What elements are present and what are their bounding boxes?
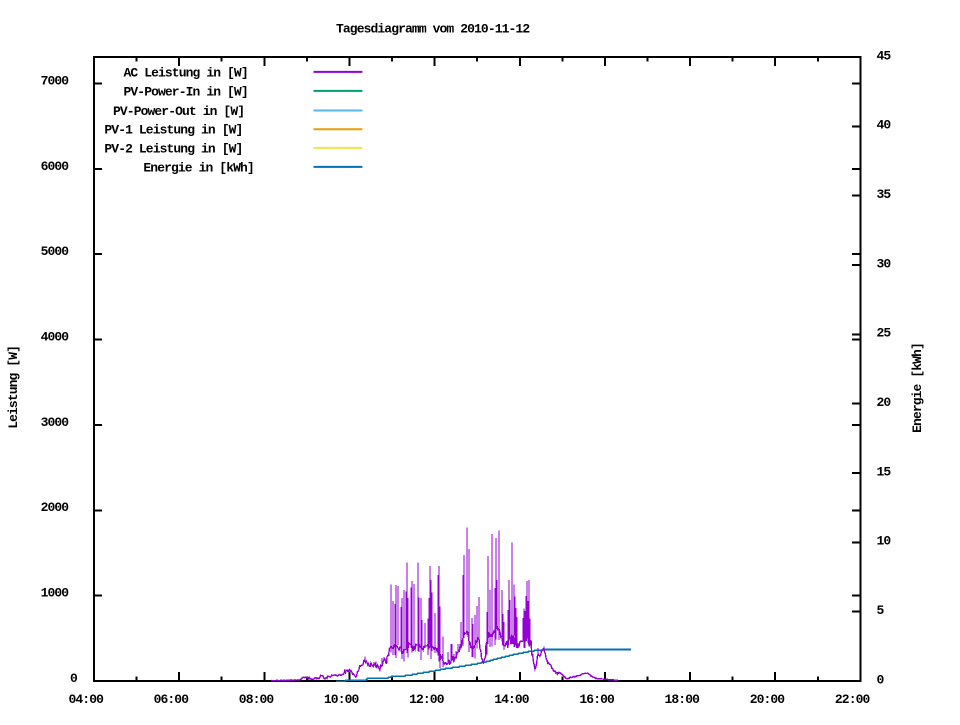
svg-text:14:00: 14:00 <box>494 692 530 707</box>
svg-text:20:00: 20:00 <box>750 692 786 707</box>
svg-text:PV-2 Leistung in [W]: PV-2 Leistung in [W] <box>104 141 242 156</box>
svg-text:10: 10 <box>877 534 892 549</box>
svg-text:25: 25 <box>877 326 892 341</box>
svg-text:4000: 4000 <box>41 330 70 345</box>
svg-text:12:00: 12:00 <box>409 692 445 707</box>
svg-text:Tagesdiagramm vom 2010-11-12: Tagesdiagramm vom 2010-11-12 <box>336 21 530 36</box>
svg-text:0: 0 <box>70 671 78 686</box>
svg-text:40: 40 <box>877 118 892 133</box>
svg-text:35: 35 <box>877 187 892 202</box>
svg-text:20: 20 <box>877 395 892 410</box>
svg-text:18:00: 18:00 <box>665 692 701 707</box>
svg-text:1000: 1000 <box>41 586 70 601</box>
svg-text:3000: 3000 <box>41 415 70 430</box>
svg-text:2000: 2000 <box>41 500 70 515</box>
svg-text:16:00: 16:00 <box>579 692 615 707</box>
svg-text:7000: 7000 <box>41 73 70 88</box>
svg-text:06:00: 06:00 <box>154 692 190 707</box>
svg-text:15: 15 <box>877 464 892 479</box>
svg-text:PV-Power-Out in [W]: PV-Power-Out in [W] <box>113 104 244 119</box>
svg-text:10:00: 10:00 <box>324 692 360 707</box>
svg-text:04:00: 04:00 <box>69 692 105 707</box>
svg-text:0: 0 <box>877 672 885 687</box>
svg-text:PV-Power-In in [W]: PV-Power-In in [W] <box>124 84 248 99</box>
svg-text:Energie [kWh]: Energie [kWh] <box>910 343 925 433</box>
svg-text:AC Leistung in [W]: AC Leistung in [W] <box>124 65 248 80</box>
svg-text:5000: 5000 <box>41 244 70 259</box>
svg-text:6000: 6000 <box>41 159 70 174</box>
svg-text:08:00: 08:00 <box>239 692 275 707</box>
svg-text:Energie in [kWh]: Energie in [kWh] <box>143 160 253 175</box>
svg-text:30: 30 <box>877 256 892 271</box>
svg-text:45: 45 <box>877 48 892 63</box>
svg-text:5: 5 <box>877 603 885 618</box>
svg-text:22:00: 22:00 <box>835 692 871 707</box>
svg-text:Leistung [W]: Leistung [W] <box>6 346 21 429</box>
svg-text:PV-1 Leistung in [W]: PV-1 Leistung in [W] <box>104 123 242 138</box>
